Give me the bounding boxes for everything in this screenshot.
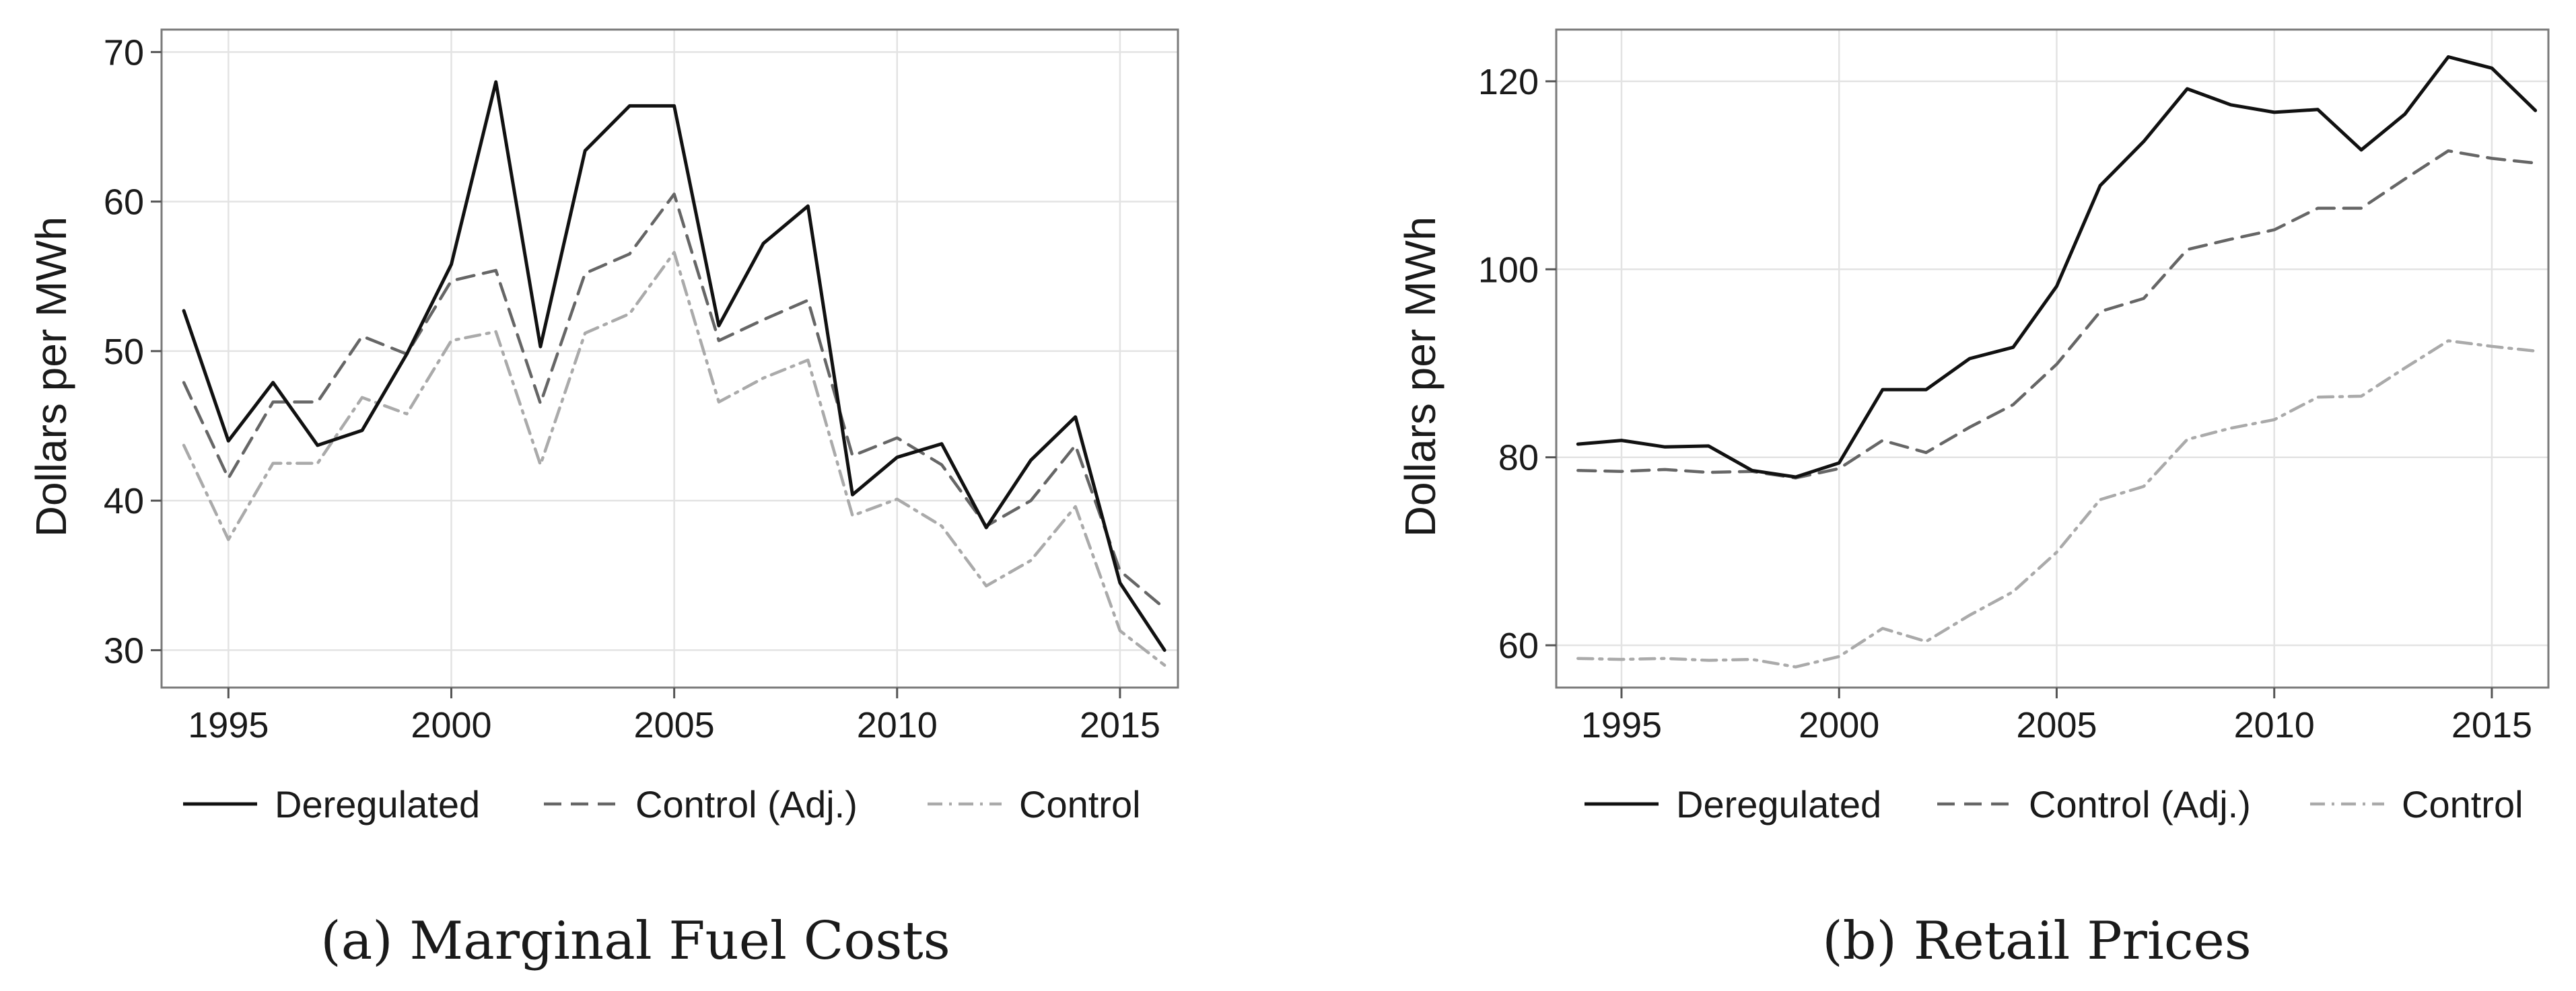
series-line-deregulated: [1576, 55, 2538, 479]
chart-panel-retail-prices: Dollars per MWh (b) Retail Prices 1995 20…: [1288, 0, 2576, 991]
series-line-control: [182, 250, 1167, 667]
series-line-control-adj: [182, 192, 1167, 610]
legend: Deregulated Control (Adj.) Control: [1585, 783, 2523, 825]
chart-panel-marginal-fuel-costs: Dollars per MWh (a) Marginal Fuel Costs …: [27, 28, 1179, 971]
y-tick-label-80: 80: [1498, 438, 1539, 478]
y-axis-label: Dollars per MWh: [1396, 217, 1444, 538]
legend-label-deregulated: Deregulated: [275, 783, 480, 825]
plot-frame: [160, 28, 1179, 689]
x-tick-label-2005: 2005: [2016, 705, 2097, 745]
grid-lines: [1556, 30, 2548, 688]
legend-label-deregulated: Deregulated: [1676, 783, 1881, 825]
y-tick-label-50: 50: [104, 332, 144, 372]
axis-ticks: 1995 2000 2005 2010 2015 60 80 100 120: [1478, 62, 2532, 745]
grid-lines: [162, 30, 1178, 688]
plot-frame: [1555, 28, 2550, 689]
chart-marginal-fuel-costs: Dollars per MWh (a) Marginal Fuel Costs …: [27, 28, 1179, 971]
legend-label-control-adj: Control (Adj.): [2029, 783, 2251, 825]
y-tick-label-60: 60: [104, 182, 144, 223]
y-tick-label-70: 70: [104, 32, 144, 73]
legend: Deregulated Control (Adj.) Control: [183, 783, 1141, 825]
y-tick-label-120: 120: [1478, 62, 1539, 102]
y-tick-label-60: 60: [1498, 626, 1539, 666]
legend-label-control: Control: [1019, 783, 1141, 825]
series-line-control: [1576, 339, 2537, 669]
chart-caption: (a) Marginal Fuel Costs: [320, 911, 950, 971]
y-tick-label-30: 30: [104, 630, 144, 671]
x-tick-label-1995: 1995: [1581, 705, 1662, 745]
y-tick-label-40: 40: [104, 481, 144, 521]
x-tick-label-2000: 2000: [1799, 705, 1879, 745]
x-tick-label-2005: 2005: [634, 705, 715, 745]
x-tick-label-2015: 2015: [1080, 705, 1160, 745]
chart-retail-prices: Dollars per MWh (b) Retail Prices 1995 20…: [1396, 28, 2550, 971]
x-tick-label-2010: 2010: [857, 705, 938, 745]
x-tick-label-2015: 2015: [2451, 705, 2532, 745]
y-tick-label-100: 100: [1478, 250, 1539, 290]
series-line-control-adj: [1576, 149, 2537, 480]
x-tick-label-2010: 2010: [2234, 705, 2315, 745]
legend-label-control-adj: Control (Adj.): [635, 783, 858, 825]
y-axis-label: Dollars per MWh: [27, 217, 75, 538]
x-tick-label-2000: 2000: [411, 705, 491, 745]
legend-label-control: Control: [2402, 783, 2523, 825]
x-tick-label-1995: 1995: [188, 705, 269, 745]
series-line-deregulated: [182, 80, 1167, 652]
axis-ticks: 1995 2000 2005 2010 2015 30 40 50 60 70: [104, 32, 1160, 745]
chart-caption: (b) Retail Prices: [1822, 911, 2252, 971]
